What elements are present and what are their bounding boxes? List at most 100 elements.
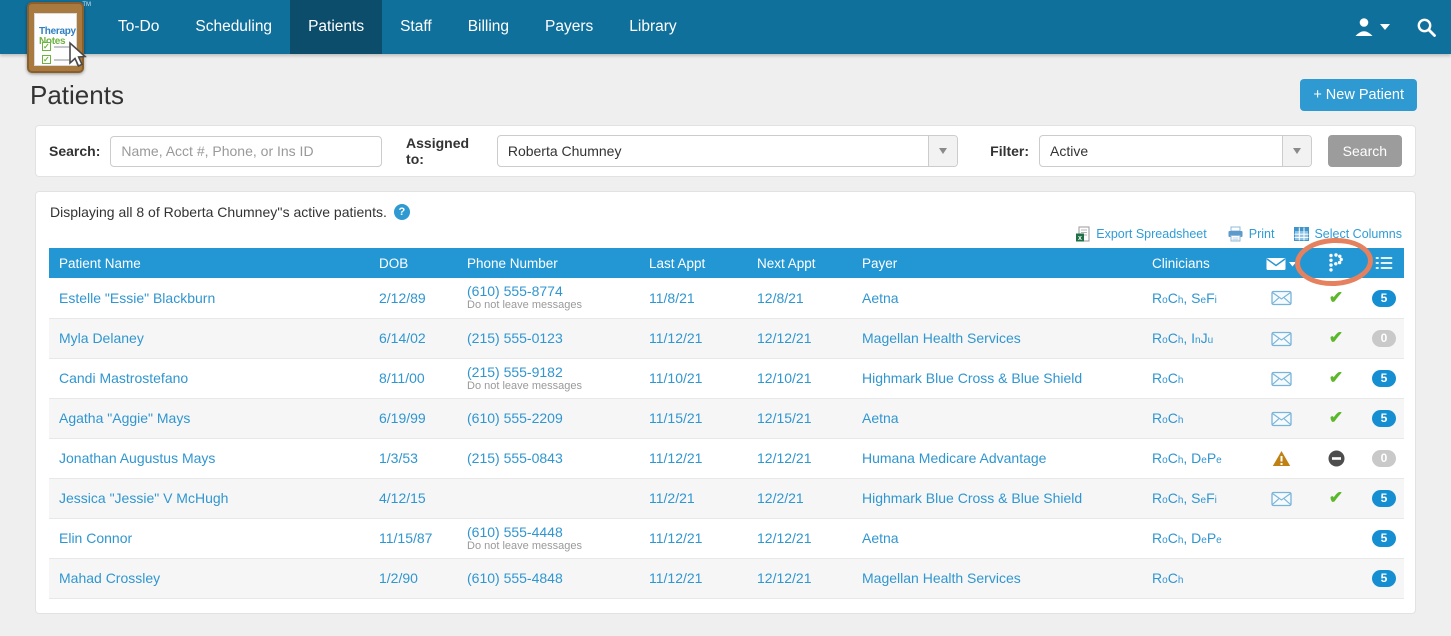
search-input[interactable] — [110, 136, 382, 167]
nav-item-scheduling[interactable]: Scheduling — [177, 0, 290, 54]
notes-badge-cell[interactable]: 5 — [1364, 518, 1404, 558]
results-summary: Displaying all 8 of Roberta Chumney''s a… — [50, 204, 387, 220]
therapynotes-logo[interactable]: TM Therapy Notes ✓ ✓ — [27, 2, 84, 73]
col-portal[interactable] — [1308, 248, 1364, 278]
patient-name-link[interactable]: Mahad Crossley — [59, 570, 160, 586]
payer-cell[interactable]: Magellan Health Services — [852, 318, 1142, 358]
patient-name-cell[interactable]: Myla Delaney — [49, 318, 369, 358]
last-appt-cell[interactable]: 11/15/21 — [639, 398, 747, 438]
patient-name-cell[interactable]: Estelle "Essie" Blackburn — [49, 278, 369, 318]
notes-count-badge[interactable]: 5 — [1372, 530, 1396, 547]
filter-select[interactable]: Active — [1039, 135, 1312, 167]
col-phone[interactable]: Phone Number — [457, 248, 639, 278]
payer-cell[interactable]: Highmark Blue Cross & Blue Shield — [852, 358, 1142, 398]
help-icon[interactable]: ? — [394, 204, 410, 220]
select-columns-link[interactable]: Select Columns — [1294, 227, 1402, 241]
payer-cell[interactable]: Aetna — [852, 278, 1142, 318]
last-appt-cell[interactable]: 11/10/21 — [639, 358, 747, 398]
user-menu[interactable] — [1353, 16, 1390, 38]
next-appt-cell[interactable]: 12/12/21 — [747, 318, 852, 358]
search-icon[interactable] — [1416, 17, 1437, 38]
notes-count-badge[interactable]: 5 — [1372, 410, 1396, 427]
envelope-icon[interactable] — [1271, 290, 1292, 306]
patient-name-link[interactable]: Jonathan Augustus Mays — [59, 450, 215, 466]
dob-cell: 8/11/00 — [369, 358, 457, 398]
message-cell[interactable] — [1254, 358, 1308, 398]
notes-badge-cell[interactable]: 5 — [1364, 398, 1404, 438]
nav-item-todo[interactable]: To-Do — [100, 0, 177, 54]
nav-item-billing[interactable]: Billing — [450, 0, 527, 54]
last-appt-cell[interactable]: 11/12/21 — [639, 518, 747, 558]
next-appt-cell[interactable]: 12/15/21 — [747, 398, 852, 438]
patient-name-cell[interactable]: Agatha "Aggie" Mays — [49, 398, 369, 438]
export-spreadsheet-link[interactable]: x Export Spreadsheet — [1075, 226, 1207, 242]
notes-count-badge[interactable]: 5 — [1372, 570, 1396, 587]
patient-name-cell[interactable]: Jessica "Jessie" V McHugh — [49, 478, 369, 518]
patient-name-cell[interactable]: Jonathan Augustus Mays — [49, 438, 369, 478]
payer-cell[interactable]: Highmark Blue Cross & Blue Shield — [852, 478, 1142, 518]
next-appt-cell[interactable]: 12/10/21 — [747, 358, 852, 398]
next-appt-cell[interactable]: 12/12/21 — [747, 518, 852, 558]
last-appt-cell[interactable]: 11/12/21 — [639, 438, 747, 478]
notes-badge-cell[interactable]: 5 — [1364, 278, 1404, 318]
message-cell[interactable] — [1254, 278, 1308, 318]
assigned-to-select[interactable]: Roberta Chumney — [497, 135, 958, 167]
nav-item-patients[interactable]: Patients — [290, 0, 382, 54]
last-appt-cell[interactable]: 11/12/21 — [639, 318, 747, 358]
patient-name-cell[interactable]: Elin Connor — [49, 518, 369, 558]
col-dob[interactable]: DOB — [369, 248, 457, 278]
notes-badge-cell[interactable]: 5 — [1364, 478, 1404, 518]
nav-item-payers[interactable]: Payers — [527, 0, 611, 54]
print-link[interactable]: Print — [1227, 226, 1275, 242]
new-patient-button[interactable]: + New Patient — [1300, 79, 1417, 111]
patient-name-link[interactable]: Estelle "Essie" Blackburn — [59, 290, 215, 306]
col-next-appt[interactable]: Next Appt — [747, 248, 852, 278]
envelope-icon[interactable] — [1271, 371, 1292, 387]
patient-name-link[interactable]: Jessica "Jessie" V McHugh — [59, 490, 228, 506]
last-appt-cell[interactable]: 11/8/21 — [639, 278, 747, 318]
filter-dropdown-button[interactable] — [1282, 136, 1311, 166]
next-appt-cell[interactable]: 12/2/21 — [747, 478, 852, 518]
patient-name-link[interactable]: Agatha "Aggie" Mays — [59, 410, 190, 426]
payer-cell[interactable]: Humana Medicare Advantage — [852, 438, 1142, 478]
col-clinicians[interactable]: Clinicians — [1142, 248, 1254, 278]
notes-count-badge[interactable]: 5 — [1372, 290, 1396, 307]
col-patient-name[interactable]: Patient Name — [49, 248, 369, 278]
envelope-icon[interactable] — [1271, 491, 1292, 507]
next-appt-cell[interactable]: 12/8/21 — [747, 278, 852, 318]
payer-cell[interactable]: Aetna — [852, 398, 1142, 438]
notes-count-badge[interactable]: 0 — [1372, 330, 1396, 347]
patient-name-link[interactable]: Candi Mastrostefano — [59, 370, 188, 386]
notes-badge-cell[interactable]: 5 — [1364, 558, 1404, 598]
search-button[interactable]: Search — [1328, 135, 1402, 167]
message-cell[interactable] — [1254, 478, 1308, 518]
patient-name-cell[interactable]: Mahad Crossley — [49, 558, 369, 598]
notes-badge-cell[interactable]: 0 — [1364, 318, 1404, 358]
last-appt-cell[interactable]: 11/2/21 — [639, 478, 747, 518]
patient-name-cell[interactable]: Candi Mastrostefano — [49, 358, 369, 398]
message-cell[interactable] — [1254, 318, 1308, 358]
notes-badge-cell[interactable]: 5 — [1364, 358, 1404, 398]
nav-item-library[interactable]: Library — [611, 0, 694, 54]
message-cell[interactable] — [1254, 398, 1308, 438]
col-messages[interactable] — [1254, 248, 1308, 278]
envelope-icon[interactable] — [1271, 331, 1292, 347]
notes-count-badge[interactable]: 5 — [1372, 490, 1396, 507]
nav-item-staff[interactable]: Staff — [382, 0, 450, 54]
assigned-to-dropdown-button[interactable] — [928, 136, 957, 166]
next-appt-cell[interactable]: 12/12/21 — [747, 438, 852, 478]
last-appt-cell[interactable]: 11/12/21 — [639, 558, 747, 598]
col-notes[interactable] — [1364, 248, 1404, 278]
notes-badge-cell[interactable]: 0 — [1364, 438, 1404, 478]
notes-count-badge[interactable]: 5 — [1372, 370, 1396, 387]
patient-name-link[interactable]: Elin Connor — [59, 530, 132, 546]
payer-cell[interactable]: Aetna — [852, 518, 1142, 558]
payer-cell[interactable]: Magellan Health Services — [852, 558, 1142, 598]
patient-name-link[interactable]: Myla Delaney — [59, 330, 144, 346]
col-payer[interactable]: Payer — [852, 248, 1142, 278]
notes-count-badge[interactable]: 0 — [1372, 450, 1396, 467]
next-appt-cell[interactable]: 12/12/21 — [747, 558, 852, 598]
col-last-appt[interactable]: Last Appt — [639, 248, 747, 278]
checkmark-icon: ✔ — [1329, 328, 1343, 347]
envelope-icon[interactable] — [1271, 411, 1292, 427]
